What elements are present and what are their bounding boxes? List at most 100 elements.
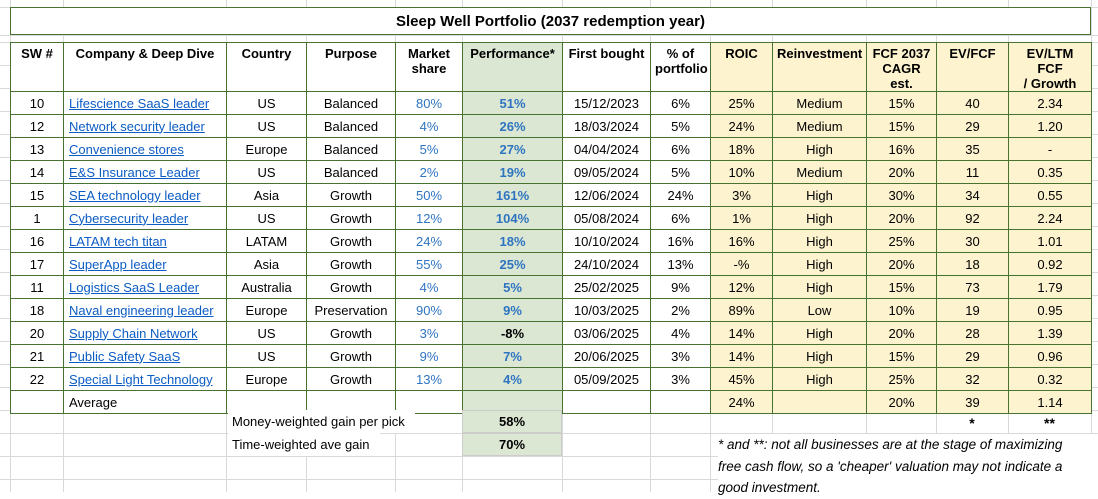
cell-roic[interactable]: 89% (710, 298, 773, 322)
cell-ev-ltm[interactable]: 0.55 (1008, 183, 1092, 207)
cell-reinvestment[interactable]: High (772, 206, 867, 230)
cell-market-share[interactable]: 55% (395, 252, 463, 276)
cell-fcf-cagr[interactable]: 20% (866, 252, 937, 276)
cell-pct-portfolio[interactable]: 2% (650, 298, 711, 322)
cell-average-first-bought[interactable] (562, 390, 651, 414)
cell-company[interactable]: LATAM tech titan (63, 229, 227, 253)
cell-ev-fcf[interactable]: 40 (936, 91, 1009, 115)
cell-ev-ltm[interactable]: 0.95 (1008, 298, 1092, 322)
cell-reinvestment[interactable]: Medium (772, 114, 867, 138)
cell-country[interactable]: US (226, 321, 307, 345)
cell-first-bought[interactable]: 25/02/2025 (562, 275, 651, 299)
cell-pct-portfolio[interactable]: 5% (650, 160, 711, 184)
cell-pct-portfolio[interactable]: 6% (650, 91, 711, 115)
cell-ev-ltm[interactable]: 0.96 (1008, 344, 1092, 368)
cell-ev-fcf[interactable]: 18 (936, 252, 1009, 276)
cell-pct-portfolio[interactable]: 16% (650, 229, 711, 253)
cell-ev-fcf[interactable]: 35 (936, 137, 1009, 161)
cell-average-sw[interactable] (10, 390, 64, 414)
cell-sw[interactable]: 10 (10, 91, 64, 115)
cell-fcf-cagr[interactable]: 15% (866, 275, 937, 299)
cell-performance[interactable]: 25% (462, 252, 563, 276)
cell-performance[interactable]: 161% (462, 183, 563, 207)
cell-reinvestment[interactable]: Low (772, 298, 867, 322)
cell-average-company[interactable]: Average (63, 390, 227, 414)
cell-performance[interactable]: 19% (462, 160, 563, 184)
cell-purpose[interactable]: Preservation (306, 298, 396, 322)
cell-ev-ltm[interactable]: 1.79 (1008, 275, 1092, 299)
cell-market-share[interactable]: 24% (395, 229, 463, 253)
column-header-ev-fcf[interactable]: EV/FCF (936, 42, 1009, 92)
cell-performance[interactable]: 9% (462, 298, 563, 322)
cell-company[interactable]: E&S Insurance Leader (63, 160, 227, 184)
cell-ev-ltm[interactable]: - (1008, 137, 1092, 161)
company-link[interactable]: Logistics SaaS Leader (69, 279, 200, 295)
cell-ev-ltm[interactable]: 2.34 (1008, 91, 1092, 115)
cell-first-bought[interactable]: 03/06/2025 (562, 321, 651, 345)
company-link[interactable]: Cybersecurity leader (69, 210, 189, 226)
cell-roic[interactable]: 1% (710, 206, 773, 230)
cell-average-ev-fcf[interactable]: 39 (936, 390, 1009, 414)
company-link[interactable]: SuperApp leader (69, 256, 167, 272)
cell-pct-portfolio[interactable]: 3% (650, 344, 711, 368)
company-link[interactable]: E&S Insurance Leader (69, 164, 200, 180)
cell-fcf-cagr[interactable]: 25% (866, 367, 937, 391)
cell-average-pct-portfolio[interactable] (650, 390, 711, 414)
cell-average-reinvestment[interactable] (772, 390, 867, 414)
cell-company[interactable]: Cybersecurity leader (63, 206, 227, 230)
cell-roic[interactable]: 3% (710, 183, 773, 207)
cell-purpose[interactable]: Balanced (306, 114, 396, 138)
cell-ev-fcf[interactable]: 28 (936, 321, 1009, 345)
cell-country[interactable]: Europe (226, 367, 307, 391)
cell-ev-fcf[interactable]: 29 (936, 344, 1009, 368)
cell-fcf-cagr[interactable]: 20% (866, 160, 937, 184)
cell-sw[interactable]: 18 (10, 298, 64, 322)
cell-ev-ltm[interactable]: 1.01 (1008, 229, 1092, 253)
cell-company[interactable]: Network security leader (63, 114, 227, 138)
cell-first-bought[interactable]: 05/08/2024 (562, 206, 651, 230)
cell-fcf-cagr[interactable]: 15% (866, 114, 937, 138)
cell-pct-portfolio[interactable]: 24% (650, 183, 711, 207)
cell-reinvestment[interactable]: Medium (772, 91, 867, 115)
cell-ev-fcf[interactable]: 19 (936, 298, 1009, 322)
cell-performance[interactable]: 4% (462, 367, 563, 391)
cell-roic[interactable]: -% (710, 252, 773, 276)
cell-roic[interactable]: 24% (710, 114, 773, 138)
cell-first-bought[interactable]: 15/12/2023 (562, 91, 651, 115)
cell-country[interactable]: US (226, 114, 307, 138)
column-header-ev-ltm[interactable]: EV/LTM FCF / Growth (1008, 42, 1092, 92)
cell-pct-portfolio[interactable]: 13% (650, 252, 711, 276)
cell-market-share[interactable]: 2% (395, 160, 463, 184)
cell-sw[interactable]: 20 (10, 321, 64, 345)
cell-country[interactable]: US (226, 160, 307, 184)
column-header-fcf-cagr[interactable]: FCF 2037 CAGR est. (866, 42, 937, 92)
cell-country[interactable]: LATAM (226, 229, 307, 253)
column-header-country[interactable]: Country (226, 42, 307, 92)
cell-average-fcf-cagr[interactable]: 20% (866, 390, 937, 414)
cell-company[interactable]: SuperApp leader (63, 252, 227, 276)
cell-roic[interactable]: 14% (710, 321, 773, 345)
cell-reinvestment[interactable]: High (772, 137, 867, 161)
money-weighted-gain-value[interactable]: 58% (462, 410, 562, 433)
cell-purpose[interactable]: Growth (306, 229, 396, 253)
cell-sw[interactable]: 13 (10, 137, 64, 161)
cell-fcf-cagr[interactable]: 25% (866, 229, 937, 253)
cell-purpose[interactable]: Growth (306, 252, 396, 276)
cell-fcf-cagr[interactable]: 15% (866, 344, 937, 368)
cell-company[interactable]: Supply Chain Network (63, 321, 227, 345)
cell-roic[interactable]: 14% (710, 344, 773, 368)
cell-ev-ltm[interactable]: 1.20 (1008, 114, 1092, 138)
cell-performance[interactable]: 104% (462, 206, 563, 230)
time-weighted-gain-value[interactable]: 70% (462, 433, 562, 456)
cell-performance[interactable]: 5% (462, 275, 563, 299)
cell-market-share[interactable]: 4% (395, 114, 463, 138)
cell-company[interactable]: SEA technology leader (63, 183, 227, 207)
company-link[interactable]: Naval engineering leader (69, 302, 214, 318)
cell-ev-fcf[interactable]: 32 (936, 367, 1009, 391)
column-header-purpose[interactable]: Purpose (306, 42, 396, 92)
cell-ev-ltm[interactable]: 1.39 (1008, 321, 1092, 345)
cell-ev-ltm[interactable]: 0.35 (1008, 160, 1092, 184)
cell-ev-fcf[interactable]: 29 (936, 114, 1009, 138)
cell-roic[interactable]: 12% (710, 275, 773, 299)
cell-ev-ltm[interactable]: 2.24 (1008, 206, 1092, 230)
